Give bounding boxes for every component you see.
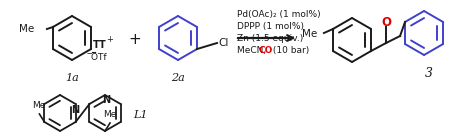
Text: MeCN,: MeCN, [237,46,269,55]
Text: Me: Me [32,101,45,110]
Text: +: + [128,32,141,48]
Text: 3: 3 [425,67,433,80]
Text: N: N [102,95,110,105]
Text: +: + [106,35,113,45]
Text: L1: L1 [133,110,147,120]
Text: Me: Me [301,29,317,39]
Text: ̅OTf: ̅OTf [92,52,108,62]
Text: Me: Me [103,110,117,119]
Text: DPPP (1 mol%): DPPP (1 mol%) [237,22,304,31]
Text: 1a: 1a [65,73,79,83]
Text: Cl: Cl [218,38,228,48]
Text: 2a: 2a [171,73,185,83]
Text: Zn (1.5 equiv.): Zn (1.5 equiv.) [237,34,303,43]
Text: O: O [381,15,391,28]
Text: TT: TT [93,40,107,50]
Text: N: N [72,105,80,115]
Text: Me: Me [18,24,34,34]
Text: Pd(OAc)₂ (1 mol%): Pd(OAc)₂ (1 mol%) [237,10,320,19]
Text: (10 bar): (10 bar) [270,46,309,55]
Text: CO: CO [259,46,273,55]
